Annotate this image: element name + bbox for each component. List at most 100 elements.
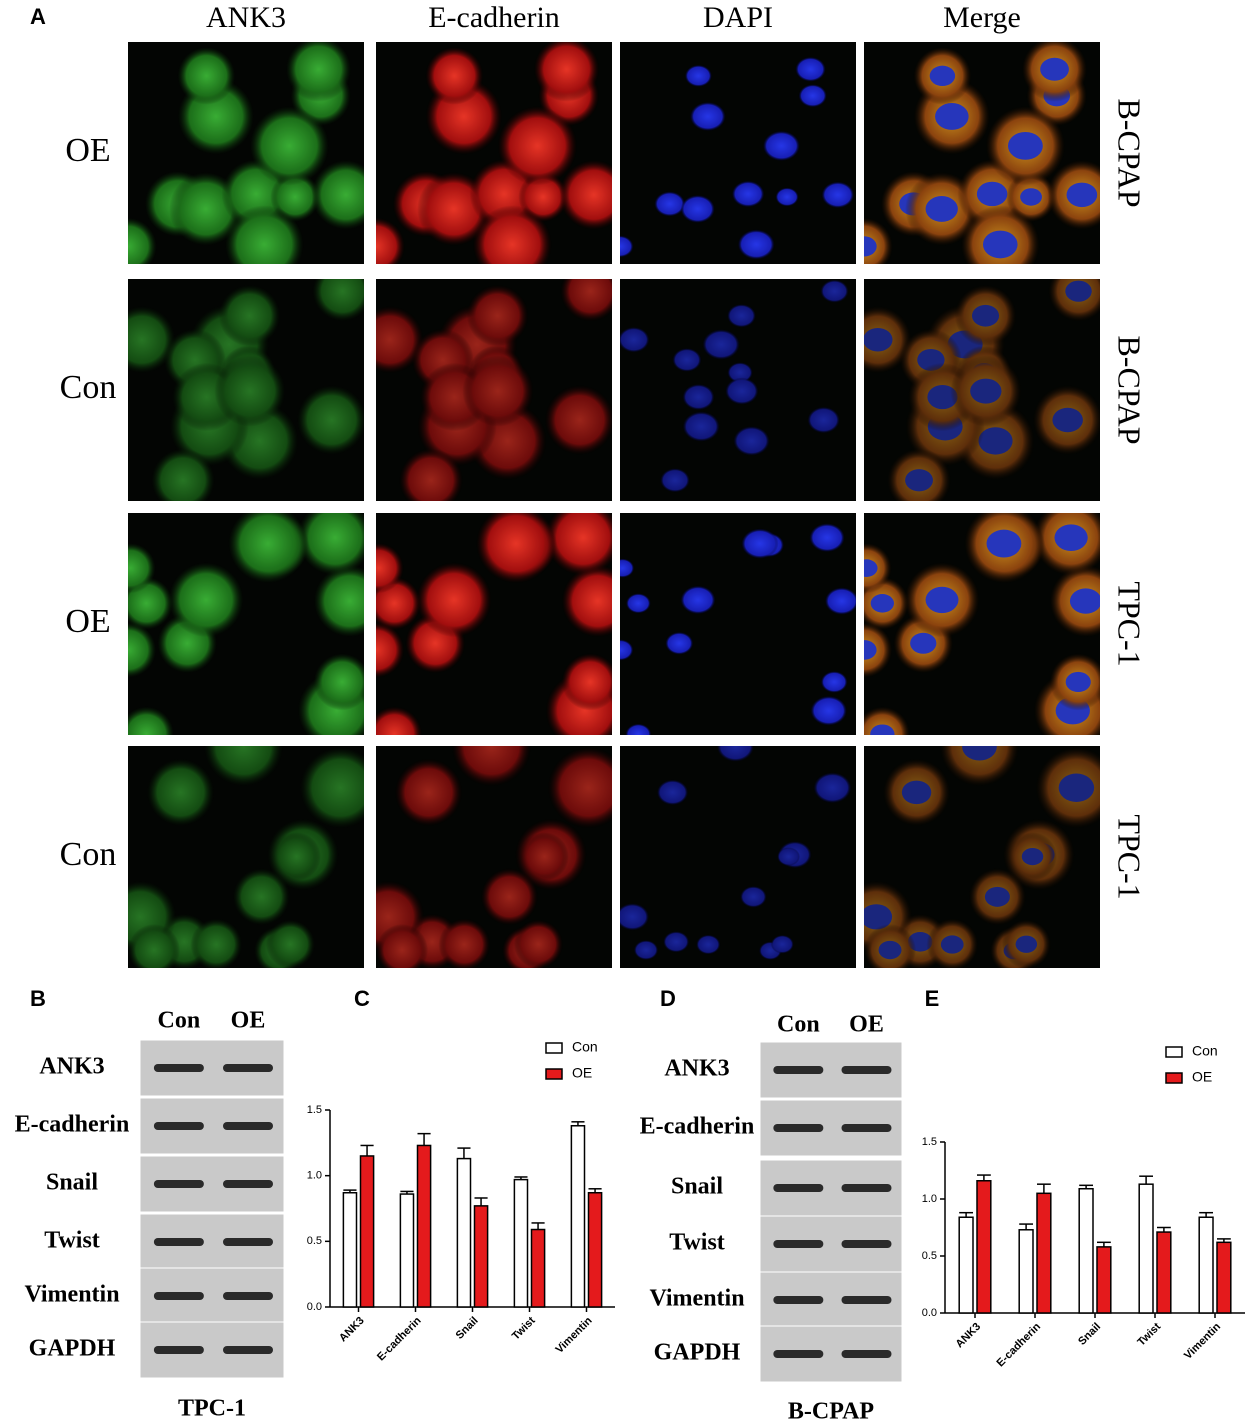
cell: [249, 106, 329, 186]
band: [841, 1066, 892, 1074]
nucleus: [878, 940, 902, 960]
bar: [570, 1125, 586, 1308]
protein-label: GAPDH: [29, 1336, 116, 1362]
cell: [462, 355, 534, 427]
cell: [128, 622, 157, 678]
nucleus: [978, 427, 1013, 455]
nucleus: [625, 723, 652, 735]
column-header: Merge: [943, 1, 1021, 34]
cell: [497, 106, 577, 186]
cell: [560, 279, 612, 322]
cell: [128, 543, 156, 594]
nucleus: [1065, 280, 1092, 302]
nucleus: [625, 593, 651, 614]
bar: [416, 1144, 432, 1308]
nucleus: [824, 587, 856, 615]
micrograph: [620, 513, 856, 735]
nucleus: [971, 304, 1000, 327]
row-label: OE: [65, 132, 110, 169]
nucleus: [1069, 588, 1100, 614]
error-bar: [360, 1144, 374, 1156]
error-bar: [1139, 1175, 1153, 1185]
cell: [225, 205, 304, 264]
error-bar: [531, 1222, 545, 1230]
nucleus: [910, 632, 937, 654]
nucleus: [672, 348, 702, 372]
band: [841, 1296, 892, 1304]
nucleus: [654, 191, 686, 217]
cell: [376, 543, 404, 594]
band: [773, 1240, 824, 1248]
nucleus: [864, 236, 877, 257]
micrograph: [376, 746, 612, 968]
band: [841, 1240, 892, 1248]
band: [773, 1350, 824, 1358]
error-bar: [1217, 1238, 1231, 1243]
cell: [513, 919, 563, 968]
nucleus: [620, 639, 634, 661]
panel-label: D: [660, 986, 676, 1011]
cell: [128, 706, 174, 735]
cells: [376, 746, 612, 968]
micrograph: [128, 746, 364, 968]
cell: [128, 306, 176, 374]
cell: [476, 513, 556, 584]
nucleus: [820, 279, 849, 303]
cell: [438, 918, 491, 968]
band: [153, 1122, 204, 1130]
cell-line-label: B-CPAP: [788, 1399, 874, 1425]
bar: [587, 1191, 603, 1308]
bar: [456, 1157, 472, 1308]
cell: [128, 924, 181, 968]
cell: [545, 385, 612, 455]
cells: [620, 279, 849, 493]
cell: [313, 565, 364, 637]
nucleus: [864, 640, 877, 660]
lane-label: OE: [231, 1008, 266, 1034]
nucleus: [1052, 407, 1083, 433]
cell: [218, 285, 281, 347]
cell: [376, 622, 405, 678]
nucleus: [864, 904, 893, 930]
nucleus: [970, 378, 1002, 404]
error-bar: [959, 1211, 973, 1218]
bar: [359, 1155, 375, 1308]
band: [841, 1124, 892, 1132]
bar: [342, 1191, 358, 1308]
bar: [1018, 1229, 1034, 1314]
cell: [416, 562, 492, 638]
legend-label: Con: [572, 1039, 598, 1055]
nucleus: [682, 411, 720, 442]
nucleus: [660, 468, 690, 493]
cells: [128, 279, 364, 501]
nucleus: [689, 101, 726, 131]
error-bar: [1199, 1211, 1213, 1218]
protein-label: ANK3: [39, 1054, 104, 1080]
cells: [376, 279, 612, 501]
nucleus: [795, 56, 826, 82]
band: [223, 1292, 273, 1300]
nucleus: [665, 631, 694, 655]
protein-label: Twist: [44, 1228, 100, 1254]
cell: [399, 448, 463, 501]
row-label: Con: [60, 369, 117, 406]
micrograph-bg: [620, 513, 856, 735]
cell: [940, 746, 1019, 786]
column-header: E-cadherin: [428, 1, 560, 34]
column-header: DAPI: [703, 1, 773, 34]
cell: [452, 746, 531, 786]
micrograph: [864, 513, 1100, 735]
cells: [128, 746, 364, 968]
micrograph: [128, 279, 364, 501]
cell-line-label: TPC-1: [1112, 814, 1148, 899]
nucleus: [807, 406, 840, 434]
cell: [425, 47, 484, 105]
error-bar: [588, 1188, 602, 1193]
cell: [177, 47, 236, 105]
band: [153, 1064, 204, 1072]
nucleus: [935, 103, 969, 130]
nucleus: [1065, 671, 1091, 693]
cell: [864, 622, 893, 678]
micrograph: [620, 279, 856, 501]
cells: [376, 42, 612, 264]
